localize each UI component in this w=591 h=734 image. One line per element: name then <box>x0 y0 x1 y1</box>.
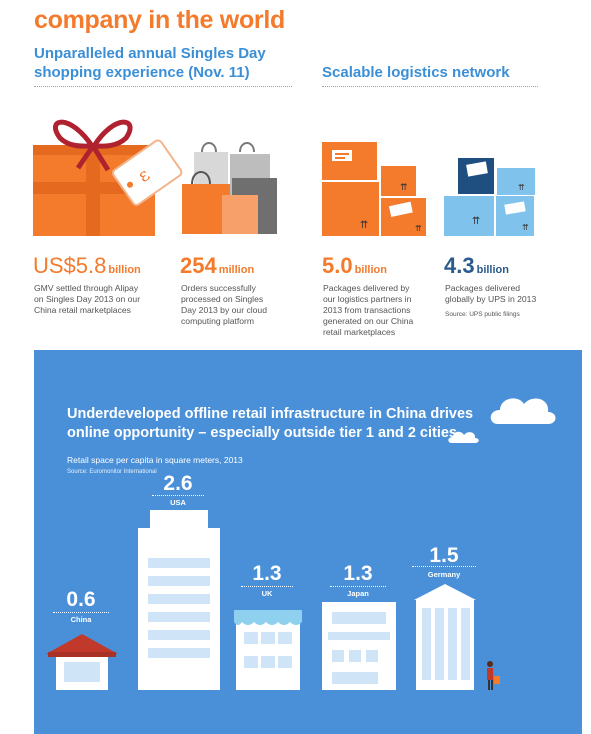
svg-text:⇈: ⇈ <box>360 220 368 231</box>
japan-label: Japan <box>347 589 369 598</box>
orders-stat: 254 million <box>180 253 254 279</box>
china-value: 0.6 <box>66 588 96 611</box>
gift-box-icon: ε <box>33 119 183 236</box>
uk-label: UK <box>261 589 273 598</box>
partners-desc: Packages delivered by our logistics part… <box>323 283 413 338</box>
ups-value: 4.3 <box>444 253 475 278</box>
orders-desc-line: computing platform <box>181 316 255 326</box>
retail-heading: Underdeveloped offline retail infrastruc… <box>67 405 537 443</box>
shopping-divider <box>34 86 292 87</box>
orders-unit: million <box>218 264 255 276</box>
partners-desc-line: our logistics partners in <box>323 294 412 304</box>
japan-value: 1.3 <box>343 562 373 585</box>
retail-heading-line2: online opportunity – especially outside … <box>67 425 457 441</box>
ups-desc-line: Packages delivered <box>445 283 521 293</box>
retail-heading-line1: Underdeveloped offline retail infrastruc… <box>67 406 474 422</box>
partners-unit: billion <box>354 264 387 276</box>
retail-subtitle: Retail space per capita in square meters… <box>67 455 243 465</box>
uk-divider <box>241 586 293 587</box>
ups-source: Source: UPS public filings <box>445 311 520 318</box>
partners-stat: 5.0 billion <box>322 253 387 279</box>
usa-label: USA <box>170 498 186 507</box>
shopping-heading: Unparalleled annual Singles Day shopping… <box>34 44 266 82</box>
orders-desc-line: processed on Singles <box>181 294 264 304</box>
germany-value: 1.5 <box>429 544 459 567</box>
partners-desc-line: 2013 from transactions <box>323 305 411 315</box>
ups-unit: billion <box>476 264 509 276</box>
gmv-value: US$5.8 <box>33 253 107 278</box>
svg-text:⇈: ⇈ <box>518 183 525 192</box>
china-label: China <box>70 615 92 624</box>
usa-divider <box>152 495 204 496</box>
gmv-desc: GMV settled through Alipay on Singles Da… <box>34 283 140 316</box>
shopping-bags-icon <box>182 142 277 234</box>
shopper-icon <box>487 661 500 690</box>
japan-divider <box>330 586 386 587</box>
partners-desc-line: Packages delivered by <box>323 283 410 293</box>
germany-building <box>414 584 476 690</box>
gmv-desc-line: GMV settled through Alipay <box>34 283 139 293</box>
shopping-heading-line1: Unparalleled annual Singles Day <box>34 45 266 62</box>
uk-building <box>234 610 302 690</box>
germany-divider <box>412 566 476 567</box>
orders-value: 254 <box>180 253 217 278</box>
ups-desc-line: globally by UPS in 2013 <box>445 294 537 304</box>
uk-value: 1.3 <box>252 562 282 585</box>
blue-packages-icon: ⇈ ⇈ ⇈ <box>444 158 535 236</box>
orders-desc: Orders successfully processed on Singles… <box>181 283 267 327</box>
svg-text:⇈: ⇈ <box>522 223 529 232</box>
orders-desc-line: Day 2013 by our cloud <box>181 305 267 315</box>
japan-building <box>322 602 396 690</box>
cloud-icon <box>490 398 556 424</box>
svg-text:⇈: ⇈ <box>472 216 480 227</box>
usa-value: 2.6 <box>163 472 193 495</box>
partners-desc-line: retail marketplaces <box>323 327 396 337</box>
shopping-heading-line2: shopping experience (Nov. 11) <box>34 64 250 81</box>
gmv-desc-line: on Singles Day 2013 on our <box>34 294 141 304</box>
usa-building <box>138 510 220 690</box>
retail-source: Source: Euromonitor International <box>67 469 157 475</box>
retail-panel: Underdeveloped offline retail infrastruc… <box>34 350 582 734</box>
svg-text:⇈: ⇈ <box>415 224 422 233</box>
gmv-unit: billion <box>108 264 141 276</box>
china-building <box>46 634 118 690</box>
orange-packages-icon: ⇈ ⇈ ⇈ <box>322 142 426 236</box>
svg-text:⇈: ⇈ <box>400 183 408 193</box>
partners-value: 5.0 <box>322 253 353 278</box>
logistics-divider <box>322 86 538 87</box>
ups-desc: Packages delivered globally by UPS in 20… <box>445 283 536 305</box>
gmv-desc-line: China retail marketplaces <box>34 305 131 315</box>
small-cloud-icon <box>448 431 479 443</box>
china-divider <box>53 612 109 613</box>
logistics-heading: Scalable logistics network <box>322 64 510 81</box>
page-title: company in the world <box>34 6 285 34</box>
orders-desc-line: Orders successfully <box>181 283 256 293</box>
gmv-stat: US$5.8 billion <box>33 253 141 279</box>
partners-desc-line: generated on our China <box>323 316 414 326</box>
ups-stat: 4.3 billion <box>444 253 509 279</box>
germany-label: Germany <box>427 570 461 579</box>
